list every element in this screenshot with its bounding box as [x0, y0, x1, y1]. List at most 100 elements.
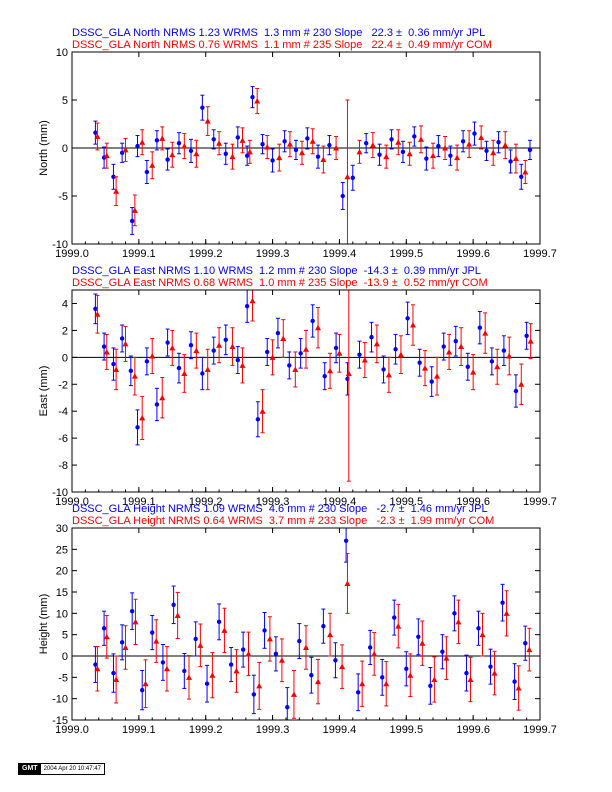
east-jpl-point [128, 368, 134, 373]
east-com-point [216, 342, 223, 348]
height-jpl-point [476, 626, 481, 631]
north-x-tick-label: 1999.2 [189, 248, 223, 260]
east-y-tick-label: -6 [58, 433, 68, 445]
height-jpl-point [333, 658, 338, 663]
north-com-point [344, 173, 351, 180]
height-x-tick-label: 1999.5 [389, 724, 423, 736]
east-jpl-point [275, 330, 281, 336]
height-y-tick-label: 30 [56, 523, 68, 535]
height-jpl-point [512, 679, 517, 684]
height-jpl-point [273, 651, 279, 657]
height-com-point [290, 691, 297, 697]
east-com-point [458, 343, 465, 350]
north-com-point [369, 142, 376, 148]
height-com-point [407, 672, 414, 678]
east-jpl-point [441, 344, 446, 349]
height-com-point [467, 676, 474, 682]
height-jpl-point [150, 630, 155, 635]
height-jpl-point [297, 638, 302, 644]
height-com-point [431, 676, 438, 682]
east-com-point [345, 370, 352, 376]
north-jpl-point [350, 175, 355, 180]
east-jpl-point [429, 379, 434, 384]
height-jpl-point [101, 626, 107, 631]
east-com-point [373, 340, 380, 347]
north-jpl-point [496, 140, 501, 145]
height-jpl-point [129, 609, 135, 614]
gmt-date: 2004 Apr 20 10:47:47 [40, 764, 104, 774]
east-y-tick-label: -10 [52, 487, 68, 499]
height-com-point [491, 670, 498, 676]
east-x-tick-label: 1999.1 [122, 496, 156, 508]
north-y-tick-label: 10 [56, 47, 68, 59]
north-com-point [181, 143, 188, 149]
east-y-tick-label: -4 [58, 406, 68, 418]
height-jpl-point [404, 666, 409, 671]
height-com-point [186, 674, 192, 680]
east-jpl-point [357, 352, 362, 357]
north-x-tick-label: 1999.3 [256, 248, 290, 260]
east-jpl-point [501, 348, 507, 353]
north-jpl-point [400, 149, 406, 155]
east-x-tick-label: 1999.4 [323, 496, 357, 508]
north-jpl-point [293, 147, 299, 153]
east-jpl-point [393, 347, 398, 352]
height-y-tick-label: 25 [56, 544, 68, 556]
north-com-point [478, 134, 485, 140]
east-com-point [181, 370, 188, 376]
north-com-point [204, 118, 211, 124]
height-jpl-point [428, 683, 433, 689]
east-panel: DSSC_GLA East NRMS 1.10 WRMS 1.2 mm # 23… [38, 265, 557, 508]
east-header-jpl: DSSC_GLA East NRMS 1.10 WRMS 1.2 mm # 23… [72, 265, 481, 277]
height-y-tick-label: -15 [52, 715, 68, 727]
north-jpl-point [176, 141, 182, 146]
north-com-point [309, 138, 316, 144]
north-jpl-point [188, 148, 194, 154]
east-frame [71, 289, 541, 493]
east-header-com: DSSC_GLA East NRMS 0.68 WRMS 1.0 mm # 23… [72, 277, 488, 289]
east-com-point [315, 324, 322, 331]
east-com-point [292, 366, 299, 372]
north-com-point [442, 145, 449, 151]
height-com-point [163, 665, 170, 672]
north-jpl-point [260, 141, 265, 147]
east-y-tick-label: -8 [58, 460, 68, 472]
north-com-point [406, 150, 413, 157]
height-jpl-point [240, 647, 246, 652]
east-com-point [397, 351, 404, 358]
north-y-tick-label: 0 [62, 143, 68, 155]
east-com-point [327, 367, 334, 374]
north-jpl-point [484, 148, 489, 154]
height-com-point [339, 663, 346, 670]
height-jpl-point [488, 664, 493, 669]
north-com-point [246, 148, 253, 155]
east-y-tick-label: 0 [62, 352, 68, 364]
height-ylabel: Height (mm) [38, 594, 50, 655]
east-jpl-point [310, 318, 315, 324]
east-jpl-point [489, 359, 495, 364]
north-com-point [466, 141, 473, 147]
height-com-point [526, 646, 533, 653]
north-com-point [103, 152, 110, 159]
height-com-point [455, 618, 462, 625]
east-com-point [422, 365, 429, 371]
height-x-tick-label: 1999.0 [55, 724, 89, 736]
north-com-point [333, 145, 340, 151]
north-com-point [430, 152, 437, 159]
height-jpl-point [119, 640, 125, 645]
north-jpl-point [412, 134, 417, 139]
east-com-point [518, 381, 525, 387]
height-com-point [94, 665, 101, 672]
height-header-jpl: DSSC_GLA Height NRMS 1.09 WRMS 4.6 mm # … [72, 503, 488, 515]
north-com-point [122, 146, 129, 153]
east-com-point [122, 340, 129, 347]
height-x-tick-label: 1999.6 [456, 724, 490, 736]
north-plot-area: 1999.0 1999.1 1999.2 1999.3 1999.4 1999.5 1999… [52, 47, 557, 260]
north-jpl-point [340, 193, 345, 199]
height-com-point [245, 650, 252, 657]
height-com-point [142, 680, 149, 687]
north-jpl-point [111, 174, 116, 179]
height-x-tick-label: 1999.2 [189, 724, 223, 736]
east-com-point [94, 311, 101, 317]
east-jpl-point [513, 388, 519, 394]
